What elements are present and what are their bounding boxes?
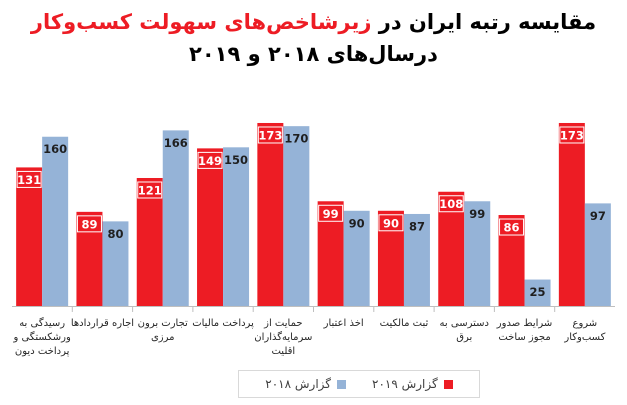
category-label-4: حمایت از سرمایه‌گذاران اقلیت — [254, 318, 312, 357]
chart-legend: گزارش ۲۰۱۹ گزارش ۲۰۱۸ — [238, 370, 480, 398]
data-label-2019-3: 149 — [198, 154, 222, 168]
data-label-bg-2019-8 — [499, 218, 525, 236]
bar-2018-7 — [464, 201, 491, 306]
category-label-8: شرایط صدور مجوز ساخت — [496, 318, 553, 343]
data-label-2018-2: 166 — [164, 136, 188, 150]
data-label-bg-2019-3 — [197, 151, 223, 169]
bar-2019-3 — [197, 148, 224, 306]
data-label-2019-0: 131 — [17, 173, 41, 187]
data-label-2018-0: 160 — [43, 142, 67, 156]
bar-2019-4 — [257, 122, 284, 306]
bar-2018-6 — [403, 213, 430, 306]
title-line-2: درسال‌های ۲۰۱۸ و ۲۰۱۹ — [189, 42, 438, 66]
category-label-5: اخذ اعتبار — [323, 318, 364, 329]
data-label-bg-2019-6 — [378, 214, 404, 232]
bar-2019-9 — [558, 122, 585, 306]
data-label-2018-3: 150 — [224, 153, 248, 167]
bar-2019-0 — [16, 167, 43, 306]
data-label-bg-2019-2 — [137, 181, 163, 199]
data-label-bg-2019-0 — [16, 170, 42, 188]
data-label-2018-6: 87 — [409, 219, 425, 233]
data-label-2019-6: 90 — [383, 216, 399, 230]
bar-2018-5 — [343, 210, 370, 306]
data-label-2019-2: 121 — [138, 183, 162, 197]
category-label-6: ثبت مالکیت — [380, 318, 429, 329]
legend-label-2018: گزارش ۲۰۱۸ — [265, 377, 331, 391]
title-line-1-text: مقایسه رتبه ایران در — [371, 10, 597, 34]
data-label-2019-9: 173 — [560, 128, 584, 142]
legend-swatch-2018 — [337, 379, 346, 389]
category-label-1: اجاره قراردادها — [71, 318, 134, 329]
data-label-2018-8: 25 — [530, 285, 546, 299]
data-label-bg-2019-1 — [76, 215, 102, 233]
category-label-0: رسیدگی به ورشکستگی و پرداخت دیون — [12, 317, 71, 357]
category-label-3: پرداخت مالیات — [192, 318, 254, 329]
bar-2018-9 — [584, 203, 611, 306]
data-label-2018-7: 99 — [469, 207, 485, 221]
bar-2018-0 — [42, 136, 69, 306]
bar-2018-3 — [223, 147, 250, 306]
legend-label-2019: گزارش ۲۰۱۹ — [372, 377, 438, 391]
data-label-bg-2019-4 — [257, 126, 283, 144]
chart-title: مقایسه رتبه ایران در زیرشاخص‌های سهولت ک… — [0, 6, 627, 70]
bar-2018-2 — [162, 130, 189, 306]
data-label-2019-5: 99 — [323, 207, 339, 221]
data-label-bg-2019-9 — [559, 126, 585, 144]
bar-2019-2 — [136, 177, 163, 306]
legend-item-2019: گزارش ۲۰۱۹ — [372, 377, 453, 391]
data-label-2019-4: 173 — [258, 128, 282, 142]
data-label-2019-7: 108 — [439, 197, 463, 211]
category-label-2: تجارت برون مرزی — [138, 318, 188, 343]
data-label-2018-4: 170 — [284, 132, 308, 146]
category-label-9: شروع کسب‌وکار — [563, 318, 605, 343]
data-label-bg-2019-5 — [318, 204, 344, 222]
bar-2018-1 — [102, 221, 129, 306]
data-label-2018-1: 80 — [107, 227, 123, 241]
data-label-bg-2019-7 — [438, 195, 464, 213]
data-label-2018-5: 90 — [349, 216, 365, 230]
legend-swatch-2019 — [443, 379, 453, 389]
bar-2018-4 — [283, 126, 310, 306]
title-line-1: مقایسه رتبه ایران در زیرشاخص‌های سهولت ک… — [0, 6, 627, 38]
title-line-1-accent: زیرشاخص‌های سهولت کسب‌وکار — [30, 10, 372, 34]
bar-2018-8 — [524, 279, 551, 306]
data-label-2018-9: 97 — [590, 209, 606, 223]
legend-item-2018: گزارش ۲۰۱۸ — [265, 377, 346, 391]
data-label-2019-8: 86 — [504, 221, 520, 235]
category-label-7: دسترسی به برق — [440, 318, 489, 343]
data-label-2019-1: 89 — [81, 217, 97, 231]
